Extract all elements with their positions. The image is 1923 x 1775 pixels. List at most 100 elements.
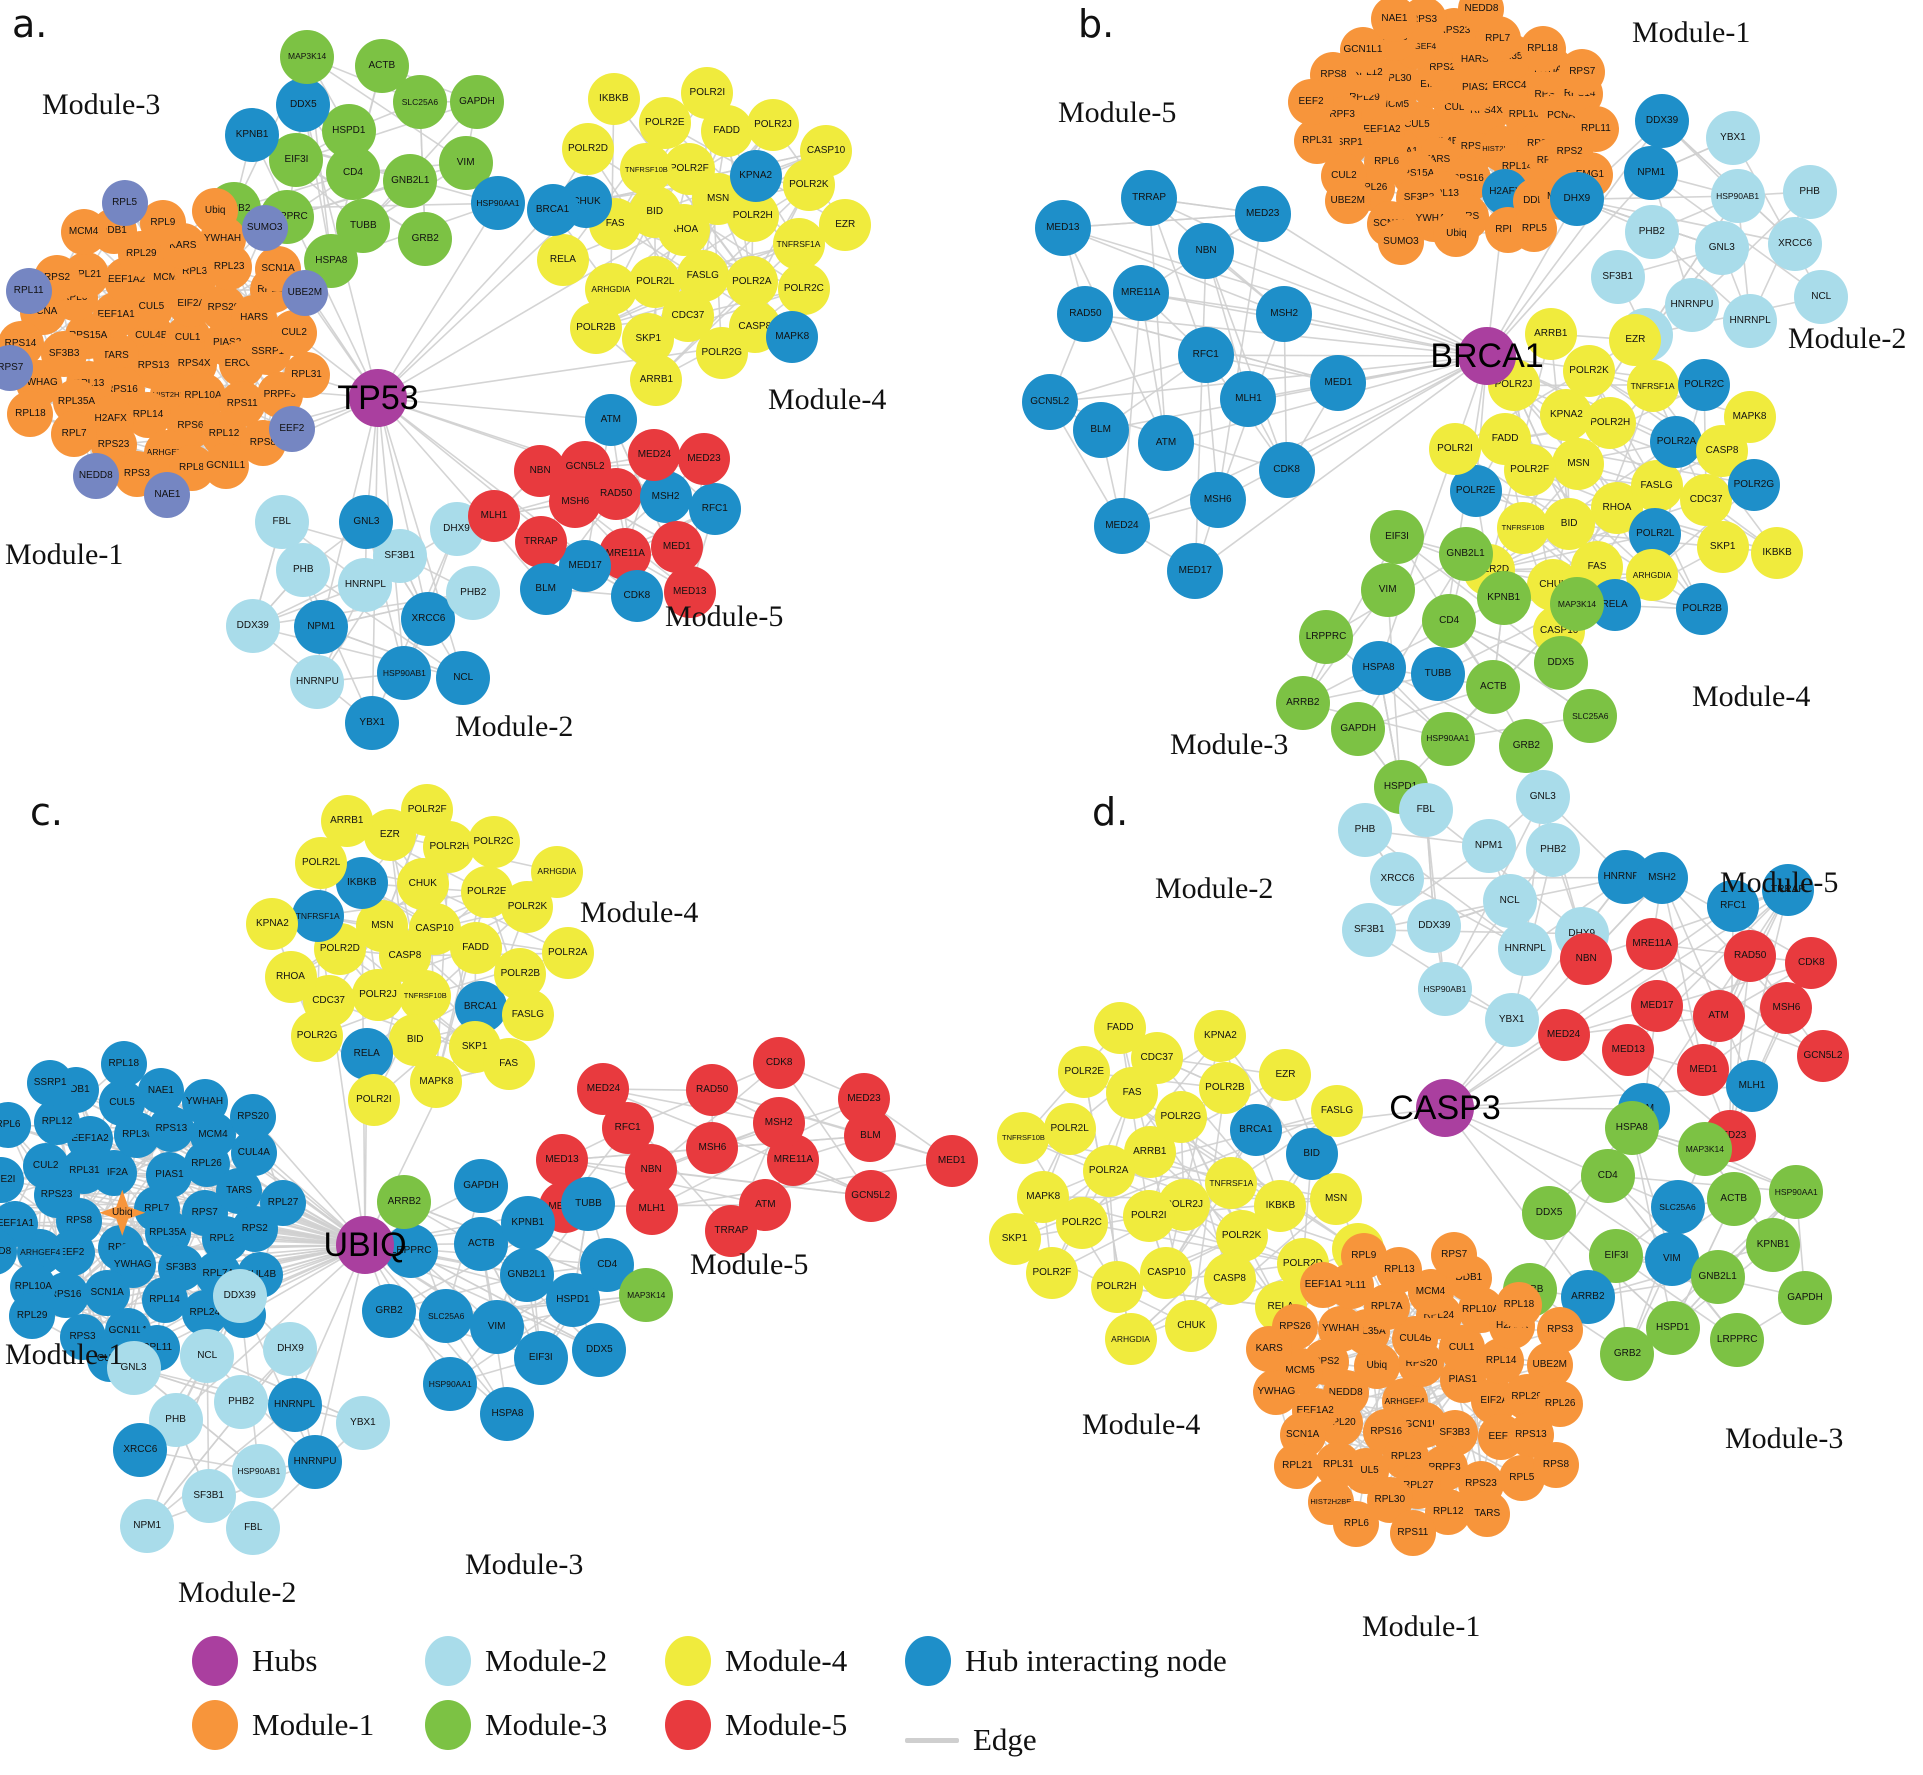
node-RPL18[interactable]: RPL18 [7, 391, 54, 438]
node-MRE11A[interactable]: MRE11A [1112, 265, 1169, 322]
node-CDK8[interactable]: CDK8 [753, 1037, 806, 1090]
hub-CASP3[interactable]: CASP3 [1389, 1079, 1501, 1137]
node-TNFRSF1A[interactable]: TNFRSF1A [291, 890, 344, 943]
hub-BRCA1[interactable]: BRCA1 [1430, 327, 1544, 385]
node-SLC25A6[interactable]: SLC25A6 [1563, 688, 1618, 743]
node-MSN[interactable]: MSN [1310, 1173, 1363, 1226]
node-TNFRSF1A[interactable]: TNFRSF1A [772, 217, 825, 270]
node-DDX5[interactable]: DDX5 [1533, 636, 1588, 691]
node-FASLG[interactable]: FASLG [1630, 460, 1683, 513]
node-KPNB1[interactable]: KPNB1 [1746, 1217, 1801, 1272]
node-TRRAP[interactable]: TRRAP [1762, 864, 1815, 917]
node-ARHGDIA[interactable]: ARHGDIA [1104, 1313, 1157, 1366]
node-MAP3K14[interactable]: MAP3K14 [1550, 577, 1605, 632]
node-KPNA2[interactable]: KPNA2 [1540, 389, 1593, 442]
node-UBE2M[interactable]: UBE2M [1324, 177, 1371, 224]
node-BLM[interactable]: BLM [519, 562, 572, 615]
node-GNL3[interactable]: GNL3 [1515, 769, 1570, 824]
node-EZR[interactable]: EZR [1259, 1049, 1312, 1102]
node-BID[interactable]: BID [1543, 498, 1596, 551]
node-GAPDH[interactable]: GAPDH [1331, 702, 1386, 757]
node-KPNA2[interactable]: KPNA2 [1194, 1010, 1247, 1063]
node-TRRAP[interactable]: TRRAP [514, 516, 567, 569]
node-POLR2E[interactable]: POLR2E [638, 97, 691, 150]
node-TNFRSF10B[interactable]: TNFRSF10B [620, 143, 673, 196]
node-DDX39[interactable]: DDX39 [212, 1269, 267, 1324]
hub-TP53[interactable]: TP53 [337, 369, 419, 427]
node-RPS7[interactable]: RPS7 [1559, 48, 1606, 95]
node-EEF2[interactable]: EEF2 [1288, 78, 1335, 125]
node-EEF2[interactable]: EEF2 [268, 406, 315, 453]
node-MSN[interactable]: MSN [1552, 437, 1605, 490]
node-XRCC6[interactable]: XRCC6 [401, 592, 456, 647]
node-KPNB1[interactable]: KPNB1 [225, 107, 280, 162]
node-GAPDH[interactable]: GAPDH [1778, 1270, 1833, 1325]
node-RPL9[interactable]: RPL9 [1340, 1233, 1387, 1279]
node-RAD50[interactable]: RAD50 [1057, 286, 1114, 343]
node-MCM4[interactable]: MCM4 [1407, 1269, 1454, 1316]
node-TRRAP[interactable]: TRRAP [1121, 170, 1178, 227]
node-FADD[interactable]: FADD [1479, 413, 1532, 466]
node-ARRB1[interactable]: ARRB1 [1524, 307, 1577, 360]
node-POLR2L[interactable]: POLR2L [1629, 508, 1682, 561]
node-RPL5[interactable]: RPL5 [101, 179, 148, 226]
node-CASP8[interactable]: CASP8 [1203, 1253, 1256, 1306]
node-HSPA8[interactable]: HSPA8 [1351, 640, 1406, 695]
node-GCN5L2[interactable]: GCN5L2 [844, 1170, 897, 1223]
node-ACTB[interactable]: ACTB [354, 39, 409, 94]
node-MSH2[interactable]: MSH2 [752, 1096, 805, 1149]
node-MED17[interactable]: MED17 [1630, 979, 1683, 1032]
node-PHB2[interactable]: PHB2 [1526, 822, 1581, 877]
node-HSP90AA1[interactable]: HSP90AA1 [470, 176, 525, 231]
node-EIF3I[interactable]: EIF3I [1370, 509, 1425, 564]
node-FASLG[interactable]: FASLG [1311, 1085, 1364, 1138]
node-LRPPRC[interactable]: LRPPRC [1710, 1312, 1765, 1367]
node-CASP10[interactable]: CASP10 [800, 124, 853, 177]
hub-UBIQ[interactable]: UBIQ [323, 1216, 407, 1274]
node-GAPDH[interactable]: GAPDH [454, 1159, 509, 1214]
node-GRB2[interactable]: GRB2 [1499, 718, 1554, 773]
node-HNRNPL[interactable]: HNRNPL [1723, 293, 1778, 348]
node-RPS7[interactable]: RPS7 [1431, 1231, 1478, 1278]
node-MAPK8[interactable]: MAPK8 [766, 311, 819, 363]
node-RPL31[interactable]: RPL31 [283, 352, 330, 399]
node-MED23[interactable]: MED23 [1234, 185, 1291, 242]
node-PHB2[interactable]: PHB2 [1624, 205, 1679, 260]
node-SKP1[interactable]: SKP1 [988, 1213, 1041, 1266]
node-VIM[interactable]: VIM [469, 1299, 524, 1354]
node-POLR2G[interactable]: POLR2G [695, 327, 748, 380]
node-FADD[interactable]: FADD [449, 921, 502, 974]
node-RPL26[interactable]: RPL26 [1537, 1380, 1584, 1427]
node-ARRB1[interactable]: ARRB1 [630, 353, 683, 406]
node-HNRNPU[interactable]: HNRNPU [1664, 277, 1719, 332]
node-GCN1L1[interactable]: GCN1L1 [202, 443, 249, 490]
node-MCM4[interactable]: MCM4 [60, 209, 107, 256]
node-NPM1[interactable]: NPM1 [1461, 818, 1516, 873]
node-CDK8[interactable]: CDK8 [1785, 936, 1838, 989]
node-BID[interactable]: BID [1285, 1127, 1338, 1180]
node-MSH6[interactable]: MSH6 [686, 1122, 739, 1175]
node-POLR2I[interactable]: POLR2I [347, 1073, 400, 1126]
node-POLR2H[interactable]: POLR2H [726, 189, 779, 242]
node-TNFRSF10B[interactable]: TNFRSF10B [997, 1111, 1050, 1164]
node-PHB[interactable]: PHB [1782, 164, 1837, 219]
node-RPL5[interactable]: RPL5 [1511, 205, 1558, 252]
node-YWHAH[interactable]: YWHAH [181, 1079, 228, 1126]
node-POLR2H[interactable]: POLR2H [1090, 1261, 1143, 1314]
node-NEDD8[interactable]: NEDD8 [0, 1228, 18, 1275]
node-NPM1[interactable]: NPM1 [294, 600, 349, 655]
node-DHX9[interactable]: DHX9 [263, 1322, 318, 1377]
node-POLR2F[interactable]: POLR2F [401, 783, 454, 836]
node-POLR2B[interactable]: POLR2B [569, 301, 622, 354]
node-MSH2[interactable]: MSH2 [1256, 286, 1313, 343]
node-POLR2B[interactable]: POLR2B [1198, 1062, 1251, 1115]
node-HSP90AA1[interactable]: HSP90AA1 [1420, 711, 1475, 766]
node-RPL29[interactable]: RPL29 [9, 1293, 56, 1340]
node-RELA[interactable]: RELA [340, 1028, 393, 1081]
node-GNL3[interactable]: GNL3 [1694, 221, 1749, 276]
node-KPNB1[interactable]: KPNB1 [500, 1196, 555, 1251]
node-RPL12[interactable]: RPL12 [1425, 1489, 1472, 1536]
node-GCN5L2[interactable]: GCN5L2 [1021, 374, 1078, 431]
node-XRCC6[interactable]: XRCC6 [1370, 851, 1425, 906]
node-MED1[interactable]: MED1 [925, 1134, 978, 1187]
